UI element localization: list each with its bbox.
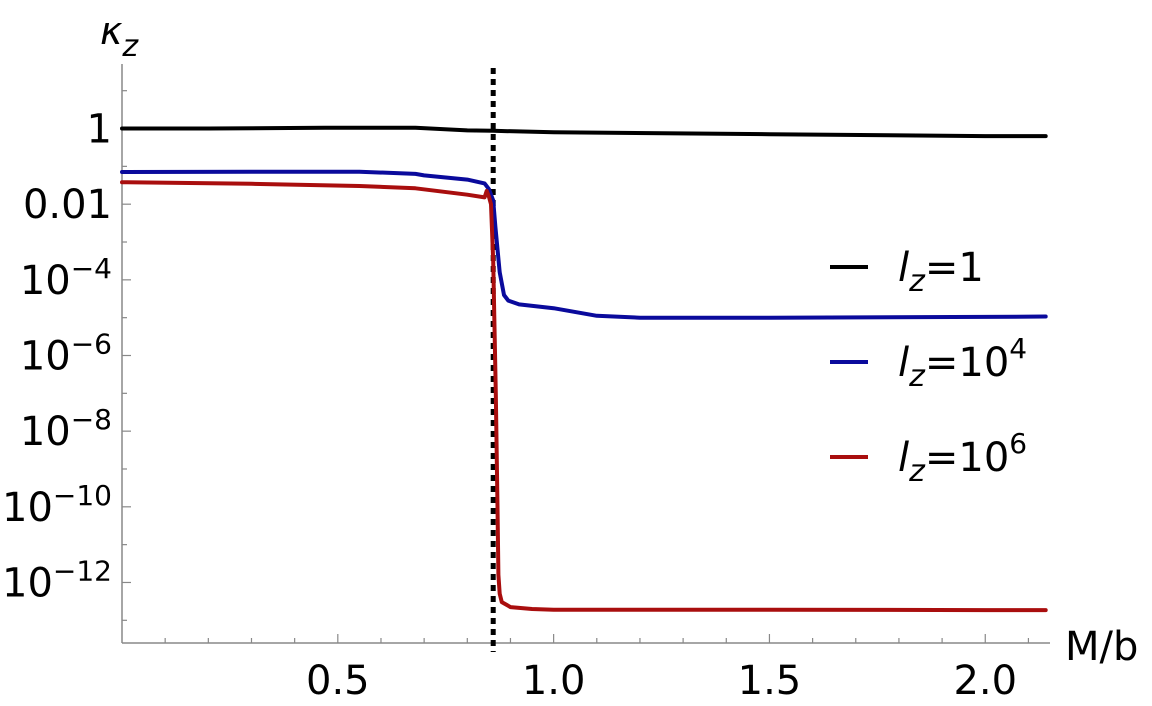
- y-tick-label: 1: [87, 107, 112, 153]
- legend-label-3: lz=106: [898, 427, 1027, 489]
- x-tick-label: 1.0: [522, 658, 586, 704]
- series-line-1: [120, 125, 1048, 139]
- x-tick-label: 1.5: [738, 658, 802, 704]
- series-line-2: [120, 169, 1048, 320]
- y-tick-label: 10−12: [2, 554, 112, 606]
- y-tick-label: 0.01: [23, 182, 112, 228]
- axes: [121, 64, 1050, 644]
- series-line-3: [120, 180, 1048, 613]
- x-tick-labels: 0.5 1.0 1.5 2.0: [306, 658, 1017, 704]
- legend: lz=1 lz=104 lz=106: [830, 245, 1027, 489]
- y-tick-label: 10−6: [20, 328, 112, 380]
- series-lines: [120, 125, 1048, 613]
- legend-label-1: lz=1: [898, 245, 984, 299]
- y-tick-labels: 1 0.01 10−4 10−6 10−8 10−10 10−12: [2, 107, 112, 607]
- x-axis-label: M/b: [1065, 624, 1138, 670]
- y-tick-label: 10−8: [20, 403, 112, 455]
- y-axis-label: κz: [100, 9, 139, 64]
- legend-label-2: lz=104: [898, 332, 1027, 394]
- x-tick-label: 2.0: [953, 658, 1017, 704]
- x-tick-label: 0.5: [306, 658, 370, 704]
- y-tick-label: 10−10: [2, 479, 112, 531]
- y-tick-label: 10−4: [20, 252, 112, 304]
